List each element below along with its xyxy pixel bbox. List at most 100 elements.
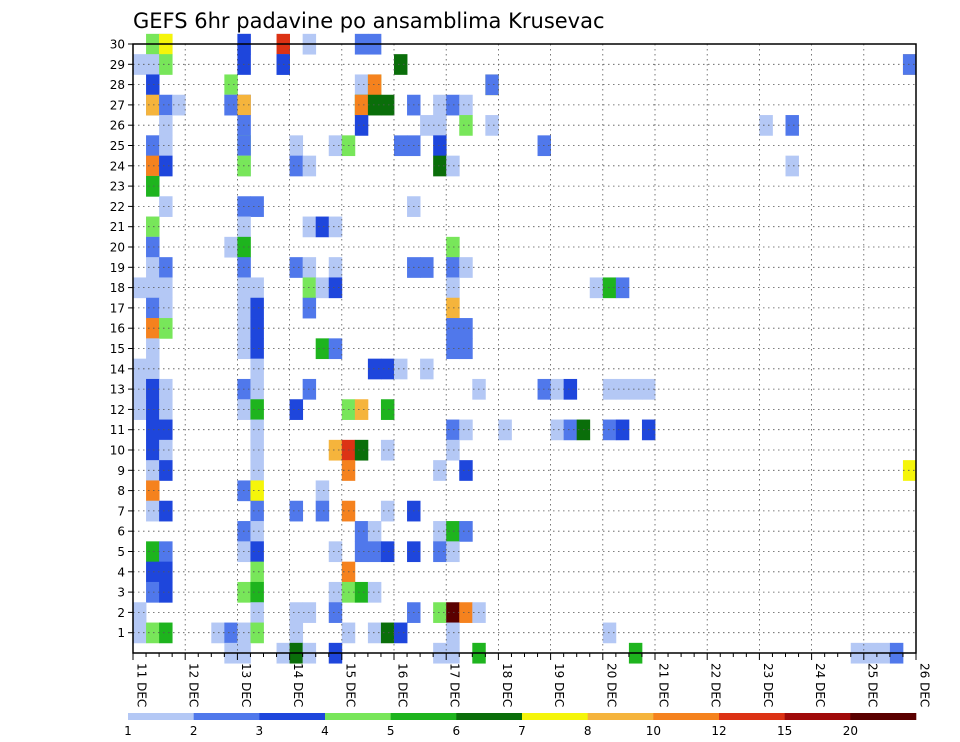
heatmap-cell	[250, 439, 264, 461]
heatmap-cell	[146, 439, 160, 461]
heatmap-cell	[146, 358, 160, 380]
x-tick-label: 26 DEC	[918, 663, 932, 707]
heatmap-cell	[459, 602, 473, 623]
x-tick-label: 16 DEC	[396, 663, 410, 707]
y-tick-label: 21	[110, 220, 125, 234]
heatmap-cell	[289, 257, 304, 278]
heatmap-cell	[380, 358, 395, 380]
heatmap-cell	[250, 378, 264, 400]
legend-swatch	[522, 713, 588, 720]
y-tick-label: 14	[110, 362, 125, 376]
heatmap-cell	[289, 135, 304, 157]
heatmap-cell	[250, 297, 264, 319]
heatmap-cell	[146, 480, 160, 502]
y-tick-label: 22	[110, 200, 125, 214]
legend-swatch	[719, 713, 785, 720]
heatmap-cell	[146, 500, 160, 522]
heatmap-cell	[146, 622, 160, 644]
legend-label: 12	[711, 724, 726, 738]
heatmap-cell	[146, 460, 160, 481]
heatmap-cell	[446, 622, 460, 644]
heatmap-cell	[550, 419, 565, 441]
heatmap-cell	[485, 74, 499, 96]
legend-label: 8	[584, 724, 592, 738]
heatmap-cell	[146, 338, 160, 360]
heatmap-cell	[420, 358, 434, 380]
heatmap-cell	[250, 399, 264, 420]
heatmap-cell	[250, 419, 264, 441]
heatmap-cell	[315, 216, 330, 238]
heatmap-cell	[589, 277, 604, 299]
heatmap-cell	[146, 155, 160, 177]
legend-label: 10	[646, 724, 661, 738]
y-tick-label: 5	[117, 545, 125, 559]
x-tick-label: 20 DEC	[604, 663, 618, 707]
heatmap-cell	[602, 277, 617, 299]
heatmap-cell	[367, 521, 382, 542]
legend-swatch	[456, 713, 523, 720]
heatmap-cell	[224, 622, 238, 644]
heatmap-cell	[785, 155, 799, 177]
legend-label: 1	[124, 724, 132, 738]
heatmap-cell	[133, 602, 147, 623]
heatmap-cell	[328, 135, 343, 157]
heatmap-cell	[628, 378, 643, 400]
color-legend: 1 2 3 4 5 6 7 8 10 12 15 20	[124, 713, 917, 738]
heatmap-cell	[250, 358, 264, 380]
legend-swatch	[850, 713, 917, 720]
y-tick-label: 8	[117, 484, 125, 498]
heatmap-cell	[146, 419, 160, 441]
legend-label: 4	[321, 724, 329, 738]
legend-label: 6	[453, 724, 461, 738]
heatmap-cell	[433, 460, 447, 481]
heatmap-cell	[394, 358, 408, 380]
heatmap-cell	[250, 480, 264, 502]
x-tick-label: 25 DEC	[865, 663, 879, 707]
gridlines	[133, 43, 916, 653]
x-tick-label: 11 DEC	[135, 663, 149, 707]
heatmap-cell	[146, 561, 160, 583]
heatmap-cell	[433, 541, 447, 563]
heatmap-cell	[250, 318, 264, 339]
y-tick-label: 7	[117, 504, 125, 518]
heatmap-cell	[315, 480, 330, 502]
x-tick-label: 21 DEC	[657, 663, 671, 707]
heatmap-cell	[133, 358, 147, 380]
legend-label: 15	[777, 724, 792, 738]
y-tick-label: 4	[117, 565, 125, 579]
heatmap-cell	[146, 399, 160, 420]
x-tick-label: 22 DEC	[709, 663, 723, 707]
y-tick-label: 17	[110, 301, 125, 315]
legend-label: 2	[190, 724, 198, 738]
heatmap-cell	[289, 399, 304, 420]
heatmap-cell	[446, 602, 460, 623]
x-tick-label: 12 DEC	[187, 663, 201, 707]
x-tick-label: 24 DEC	[813, 663, 827, 707]
heatmap-cell	[459, 318, 473, 339]
legend-swatch	[325, 713, 391, 720]
heatmap-cell	[446, 439, 460, 461]
heatmap-cell	[133, 54, 147, 75]
x-tick-label: 15 DEC	[343, 663, 357, 707]
heatmap-cell	[354, 74, 369, 96]
heatmap-cell	[146, 74, 160, 96]
heatmap-cell	[615, 419, 630, 441]
heatmap-cell	[250, 541, 264, 563]
heatmap-cell	[328, 439, 343, 461]
legend-swatch	[653, 713, 720, 720]
heatmap-cell	[433, 94, 447, 116]
heatmap-cell	[146, 378, 160, 400]
heatmap-cell	[498, 419, 512, 441]
heatmap-cell	[328, 602, 343, 623]
heatmap-cell	[459, 338, 473, 360]
heatmap-cell	[159, 561, 173, 583]
heatmap-cell	[159, 196, 173, 217]
heatmap-cell	[159, 155, 173, 177]
heatmap-cell	[159, 500, 173, 522]
heatmap-cell	[315, 500, 330, 522]
x-tick-label: 18 DEC	[500, 663, 514, 707]
heatmap-cell	[354, 541, 369, 563]
y-tick-label: 26	[110, 119, 125, 133]
heatmap-cell	[433, 155, 447, 177]
